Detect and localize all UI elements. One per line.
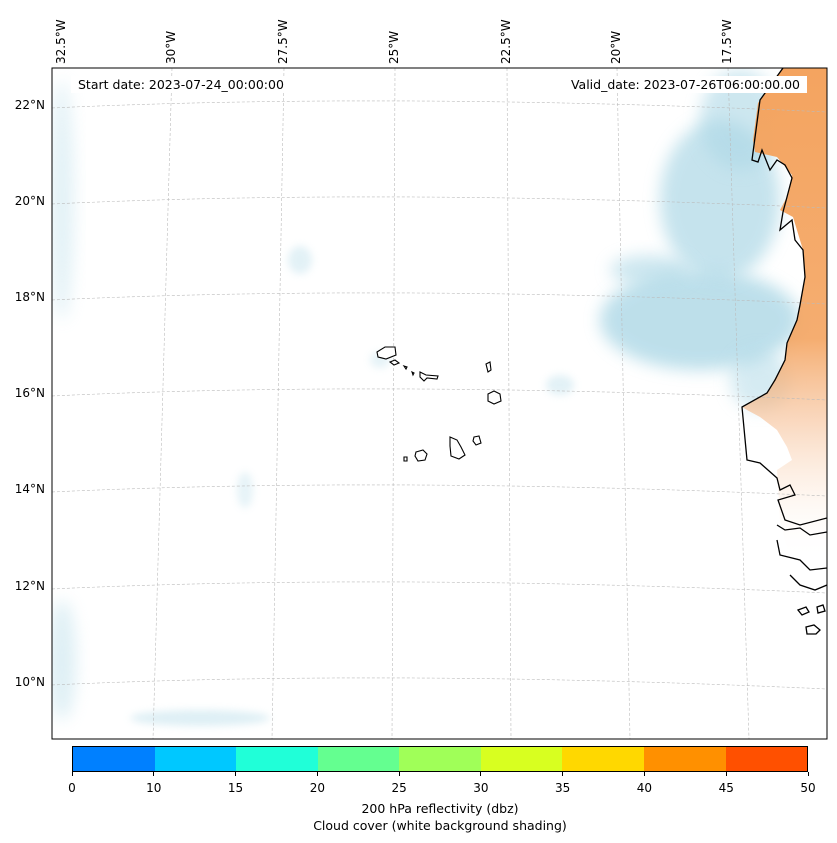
colorbar-segment bbox=[154, 747, 237, 771]
colorbar-tick-label: 40 bbox=[636, 781, 653, 795]
colorbar-tick-label: 25 bbox=[391, 781, 407, 795]
graticule bbox=[52, 68, 827, 739]
colorbar-tick-label: 45 bbox=[718, 781, 734, 795]
colorbar-sublabel: Cloud cover (white background shading) bbox=[313, 818, 567, 833]
lon-label: 20°W bbox=[609, 30, 623, 64]
colorbar-tick bbox=[807, 772, 809, 776]
lon-label: 27.5°W bbox=[276, 19, 290, 64]
colorbar-tick-label: 10 bbox=[146, 781, 162, 795]
colorbar-segment bbox=[399, 747, 481, 771]
colorbar-tick bbox=[398, 772, 400, 776]
colorbar-tick-label: 30 bbox=[473, 781, 489, 795]
map-frame bbox=[51, 67, 828, 740]
colorbar-segment bbox=[480, 747, 563, 771]
valid-date-label: Valid_date: 2023-07-26T06:00:00.00 bbox=[563, 76, 807, 93]
colorbar-segment bbox=[236, 747, 318, 771]
start-date-label: Start date: 2023-07-24_00:00:00 bbox=[71, 76, 291, 93]
lon-label: 22.5°W bbox=[499, 19, 513, 64]
colorbar-tick bbox=[71, 772, 73, 776]
colorbar-tick bbox=[153, 772, 155, 776]
colorbar-tick-label: 50 bbox=[800, 781, 816, 795]
land-shading bbox=[742, 68, 827, 560]
coastlines bbox=[741, 68, 827, 635]
colorbar-tick bbox=[562, 772, 564, 776]
colorbar-segment bbox=[643, 747, 726, 771]
colorbar-tick-label: 15 bbox=[227, 781, 244, 795]
colorbar-tick-label: 35 bbox=[555, 781, 571, 795]
colorbar-tick bbox=[725, 772, 727, 776]
colorbar bbox=[72, 746, 808, 772]
lat-label: 12°N bbox=[14, 579, 45, 593]
lon-label: 30°W bbox=[164, 30, 178, 64]
lat-label: 20°N bbox=[14, 194, 45, 208]
colorbar-segment bbox=[317, 747, 400, 771]
colorbar-label: 200 hPa reflectivity (dbz) bbox=[361, 801, 519, 816]
colorbar-tick bbox=[235, 772, 237, 776]
lon-label: 25°W bbox=[387, 30, 401, 64]
lat-label: 22°N bbox=[14, 98, 45, 112]
colorbar-segment bbox=[562, 747, 644, 771]
colorbar-tick bbox=[316, 772, 318, 776]
cape-verde-islands bbox=[376, 346, 502, 462]
colorbar-segment bbox=[725, 747, 808, 771]
lat-label: 18°N bbox=[14, 290, 45, 304]
lon-label: 17.5°W bbox=[720, 19, 734, 64]
lat-label: 10°N bbox=[14, 675, 45, 689]
lat-label: 14°N bbox=[14, 482, 45, 496]
colorbar-tick bbox=[480, 772, 482, 776]
colorbar-tick bbox=[643, 772, 645, 776]
lat-label: 16°N bbox=[14, 386, 45, 400]
lon-label: 32.5°W bbox=[54, 19, 68, 64]
colorbar-tick-label: 0 bbox=[68, 781, 76, 795]
colorbar-tick-label: 20 bbox=[309, 781, 325, 795]
colorbar-segment bbox=[73, 747, 155, 771]
